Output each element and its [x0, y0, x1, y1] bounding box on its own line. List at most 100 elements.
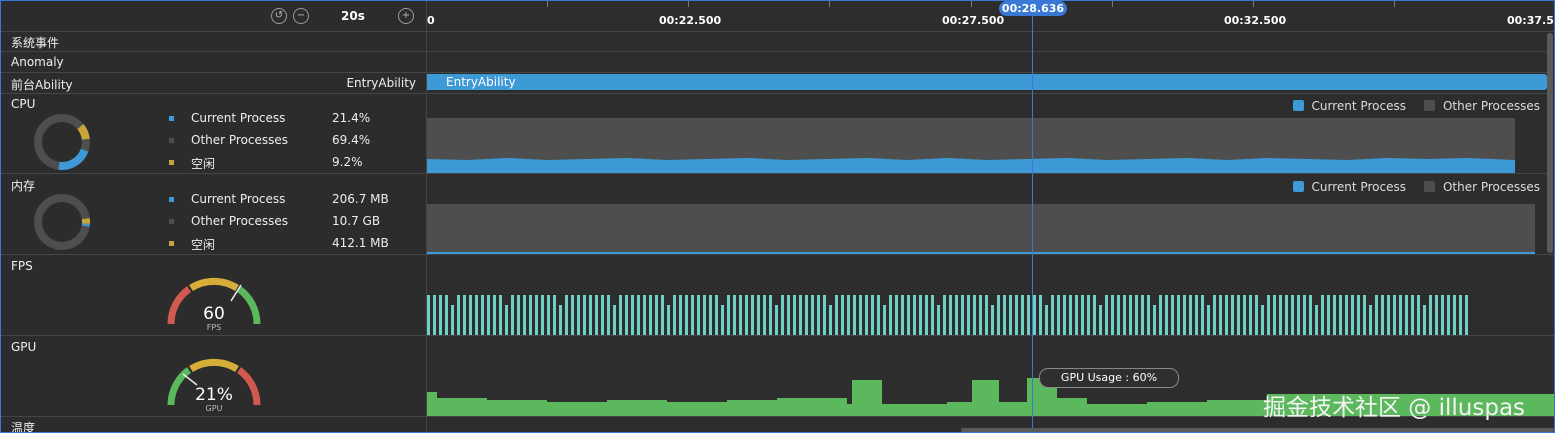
fps-bar — [1117, 295, 1120, 335]
track-ability: EntryAbility — [427, 73, 1554, 94]
fps-bar — [505, 305, 508, 335]
legend-value: 69.4% — [332, 133, 371, 147]
fps-bar — [1075, 295, 1078, 335]
fps-bar — [613, 305, 616, 335]
fps-bar — [1225, 295, 1228, 335]
fps-bar — [1429, 295, 1432, 335]
vertical-scrollbar[interactable] — [1547, 33, 1553, 253]
tick-label: 00:22.500 — [659, 14, 722, 27]
fps-bar — [445, 295, 448, 335]
fps-bar — [439, 295, 442, 335]
fps-bar — [1147, 295, 1150, 335]
fps-bar — [475, 295, 478, 335]
fps-bar — [1081, 295, 1084, 335]
row-gpu[interactable]: GPU 21% GPU — [1, 336, 426, 417]
fps-bar — [1417, 295, 1420, 335]
fps-bar — [451, 305, 454, 335]
fps-bar — [919, 295, 922, 335]
fps-bar — [601, 295, 604, 335]
row-system-events[interactable]: 系统事件 — [1, 32, 426, 52]
ability-value: EntryAbility — [346, 76, 416, 90]
fps-bar — [973, 295, 976, 335]
fps-bar — [883, 305, 886, 335]
cpu-area-chart — [427, 118, 1515, 173]
fps-bar — [463, 295, 466, 335]
fps-bar — [1135, 295, 1138, 335]
fps-bar — [1177, 295, 1180, 335]
fps-bar — [1129, 295, 1132, 335]
fps-bar — [1303, 295, 1306, 335]
ability-bar[interactable]: EntryAbility — [427, 74, 1547, 90]
zoom-in-icon[interactable]: + — [398, 8, 414, 24]
row-fps[interactable]: FPS 60 FPS — [1, 255, 426, 336]
reset-icon[interactable]: ↺ — [271, 8, 287, 24]
fps-bar — [547, 295, 550, 335]
fps-bar — [1453, 295, 1456, 335]
fps-bar — [691, 295, 694, 335]
fps-bar — [1051, 295, 1054, 335]
fps-bar — [1213, 295, 1216, 335]
fps-bar — [1327, 295, 1330, 335]
fps-bar — [763, 295, 766, 335]
fps-bar — [535, 295, 538, 335]
tick-mark — [1253, 1, 1254, 7]
row-label: FPS — [11, 259, 33, 273]
fps-bar — [859, 295, 862, 335]
time-cursor-line[interactable] — [1032, 13, 1033, 432]
row-ability[interactable]: 前台Ability EntryAbility — [1, 73, 426, 94]
fps-bar — [721, 305, 724, 335]
ability-bar-label: EntryAbility — [446, 75, 516, 89]
fps-bar — [1465, 295, 1468, 335]
gpu-value: 21% — [195, 385, 233, 405]
legend-swatch — [169, 241, 174, 246]
tick-mark — [547, 1, 548, 7]
fps-bar — [895, 295, 898, 335]
track-gpu — [427, 336, 1554, 417]
fps-bar — [967, 295, 970, 335]
fps-bar — [931, 295, 934, 335]
fps-bar — [1333, 295, 1336, 335]
left-panel: ↺ − 20s + 系统事件 Anomaly 前台Ability EntryAb… — [1, 1, 427, 432]
fps-bar — [1279, 295, 1282, 335]
fps-bar — [751, 295, 754, 335]
fps-bar — [937, 305, 940, 335]
legend-swatch — [169, 219, 174, 224]
fps-bar — [1351, 295, 1354, 335]
fps-bar — [889, 295, 892, 335]
fps-bar — [1363, 295, 1366, 335]
zoom-out-icon[interactable]: − — [293, 8, 309, 24]
fps-bar — [1435, 295, 1438, 335]
fps-bar — [487, 295, 490, 335]
fps-bar — [1249, 295, 1252, 335]
row-memory[interactable]: 内存 Current Process 206.7 MB Other Proces… — [1, 174, 426, 255]
fps-bar — [1219, 295, 1222, 335]
fps-bar — [619, 295, 622, 335]
gpu-gauge: 21% GPU — [167, 358, 261, 413]
fps-bar — [1309, 295, 1312, 335]
time-ruler[interactable]: 0 00:22.500 00:27.500 00:32.500 00:37.50… — [427, 1, 1554, 32]
time-cursor-badge[interactable]: 00:28.636 — [999, 1, 1067, 16]
horizontal-scrollbar[interactable] — [961, 428, 1554, 432]
timeline-panel[interactable]: 0 00:22.500 00:27.500 00:32.500 00:37.50… — [427, 1, 1554, 432]
fps-bar — [1027, 295, 1030, 335]
fps-bar — [997, 295, 1000, 335]
fps-bar — [1243, 295, 1246, 335]
tick-mark — [1112, 1, 1113, 7]
track-system-events — [427, 32, 1554, 52]
fps-bar — [1411, 295, 1414, 335]
row-label: 温度 — [11, 421, 36, 433]
legend-name: 空闲 — [191, 238, 216, 252]
fps-bar — [1123, 295, 1126, 335]
fps-bar — [703, 295, 706, 335]
row-anomaly[interactable]: Anomaly — [1, 52, 426, 73]
row-temperature[interactable]: 温度 — [1, 417, 426, 433]
track-memory: Current Process Other Processes — [427, 174, 1554, 255]
fps-bar — [1285, 295, 1288, 335]
fps-bar — [1405, 295, 1408, 335]
fps-bar — [679, 295, 682, 335]
track-fps — [427, 255, 1554, 336]
legend-current-process: Current Process 21.4% — [167, 109, 417, 129]
fps-bar — [907, 295, 910, 335]
row-cpu[interactable]: CPU Current Process 21.4% Other Processe… — [1, 94, 426, 174]
